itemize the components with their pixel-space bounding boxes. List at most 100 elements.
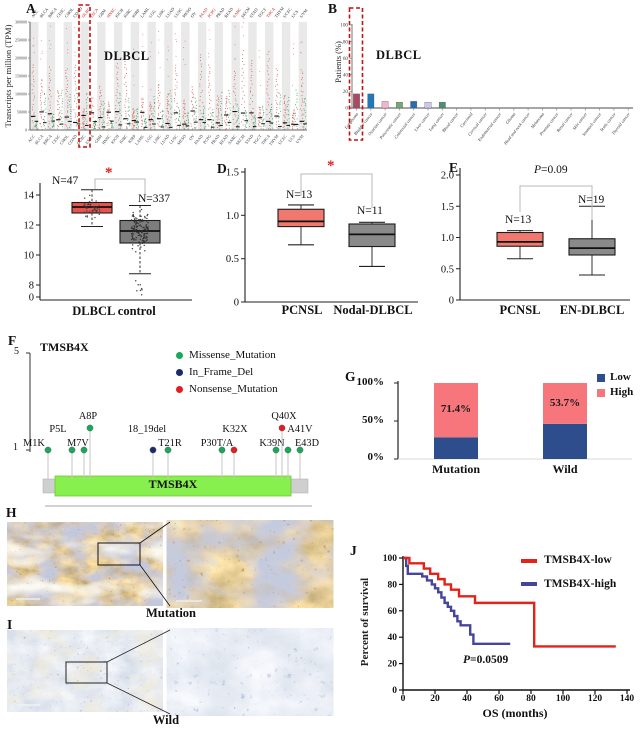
- svg-text:STAD: STAD: [248, 7, 258, 18]
- panel-g-ytick-100: 100%: [356, 376, 385, 388]
- svg-text:0.5: 0.5: [441, 264, 454, 275]
- svg-text:THCA: THCA: [265, 7, 276, 19]
- panel-j-survival-curves: 0 20 40 60 80 100 120 140 0 20 40 60 80 100: [383, 554, 635, 704]
- panel-j-p-value: P=0.0509: [463, 654, 509, 667]
- svg-text:UCEC: UCEC: [277, 133, 288, 145]
- panel-j-legend: TMSB4X-low TMSB4X-high: [521, 554, 616, 596]
- panel-d-significance-asterisk: *: [327, 158, 335, 174]
- svg-text:UCS: UCS: [290, 9, 299, 19]
- svg-text:PRAD: PRAD: [210, 134, 221, 146]
- ihc-mutation-inset-box: [97, 542, 141, 566]
- panel-e-p-number: =0.09: [541, 164, 568, 176]
- panel-d-n-pcnsl: N=13: [286, 189, 313, 201]
- legend-item-inframe: In_Frame_Del: [176, 367, 278, 378]
- svg-text:50000: 50000: [17, 109, 27, 114]
- svg-text:20: 20: [343, 89, 349, 95]
- panel-g-stacked-bars: [394, 381, 632, 460]
- svg-text:0: 0: [401, 694, 406, 704]
- svg-text:T21R: T21R: [158, 438, 182, 449]
- svg-text:40: 40: [343, 73, 349, 79]
- svg-text:OV: OV: [188, 134, 196, 142]
- legend-low-label: Low: [610, 371, 631, 383]
- panel-c-significance-asterisk: *: [105, 165, 113, 181]
- svg-text:TGCT: TGCT: [252, 133, 263, 145]
- svg-text:80: 80: [388, 580, 398, 590]
- svg-text:80: 80: [526, 694, 536, 704]
- svg-text:LGG: LGG: [144, 134, 153, 144]
- panel-c-boxplot: 14 12 10 80: [24, 178, 192, 304]
- svg-text:Q40X: Q40X: [271, 411, 297, 422]
- svg-text:0: 0: [449, 296, 454, 307]
- svg-text:250000: 250000: [15, 37, 27, 42]
- ihc-wild-connector-top: [106, 629, 171, 663]
- svg-text:CESC: CESC: [55, 7, 66, 18]
- tmsb4x-high-line-icon: [521, 582, 537, 587]
- svg-text:20: 20: [388, 660, 398, 670]
- svg-text:BRCA: BRCA: [47, 7, 58, 19]
- panel-g-ytick-50: 50%: [362, 414, 384, 426]
- svg-text:CESC: CESC: [51, 133, 62, 144]
- panel-a-expression-plot: 300000250000200000150000100000500000ACCA…: [15, 6, 309, 147]
- legend-item-tmsb4x-high: TMSB4X-high: [521, 578, 616, 591]
- legend-missense-label: Missense_Mutation: [189, 349, 276, 361]
- svg-text:THYM: THYM: [273, 6, 285, 19]
- svg-text:1.0: 1.0: [226, 211, 239, 222]
- dlbcl-highlight-box-panel-b: [348, 7, 364, 141]
- svg-text:18_19del: 18_19del: [128, 424, 166, 435]
- svg-text:80: 80: [343, 39, 349, 45]
- svg-text:THYM: THYM: [268, 133, 280, 146]
- svg-text:STAD: STAD: [244, 134, 254, 145]
- svg-text:LUSC: LUSC: [173, 7, 184, 19]
- svg-text:LIHC: LIHC: [156, 8, 166, 19]
- panel-f-axis-top-tick: 5: [14, 346, 19, 357]
- svg-text:UVM: UVM: [299, 8, 309, 19]
- svg-text:SKCM: SKCM: [240, 6, 251, 19]
- panel-f-legend: Missense_Mutation In_Frame_Del Nonsense_…: [176, 350, 278, 401]
- svg-text:CHOL: CHOL: [64, 6, 75, 18]
- svg-text:300000: 300000: [15, 19, 27, 24]
- svg-text:0: 0: [345, 106, 348, 112]
- legend-inframe-label: In_Frame_Del: [189, 366, 254, 378]
- panel-f-gene-title: TMSB4X: [40, 340, 89, 354]
- panel-g-bar2-label: Wild: [552, 462, 578, 476]
- svg-text:CHOL: CHOL: [59, 133, 70, 145]
- svg-text:Head and neck cancer: Head and neck cancer: [502, 111, 531, 146]
- panel-a-dlbcl-annotation: DLBCL: [104, 49, 150, 63]
- panel-c-n-control: N=337: [138, 193, 171, 205]
- panel-j-p-number: =0.0509: [470, 654, 509, 666]
- svg-text:14: 14: [24, 191, 35, 202]
- panel-a-label: A: [26, 1, 36, 16]
- legend-high-label: High: [610, 386, 634, 398]
- svg-text:LGG: LGG: [148, 9, 157, 19]
- svg-text:12: 12: [24, 221, 35, 232]
- inframe-dot-icon: [176, 369, 183, 376]
- svg-text:HNSC: HNSC: [101, 133, 112, 145]
- svg-text:ACC: ACC: [27, 133, 36, 143]
- svg-text:DLBC: DLBC: [80, 7, 91, 19]
- svg-text:LAML: LAML: [134, 133, 146, 146]
- svg-text:10: 10: [24, 251, 35, 262]
- panel-g-label: G: [345, 369, 356, 384]
- svg-text:TGCT: TGCT: [257, 7, 268, 19]
- svg-text:K39N: K39N: [259, 438, 285, 449]
- panel-e-n-pcnsl: N=13: [505, 214, 532, 226]
- svg-text:ESCA: ESCA: [89, 7, 100, 19]
- svg-text:DLBC: DLBC: [76, 133, 87, 145]
- panel-d-group2-label: Nodal-DLBCL: [333, 303, 413, 317]
- panel-f-label: F: [8, 333, 17, 348]
- panel-d-boxplot: 1.5 1.0 0.5 0: [226, 168, 418, 309]
- svg-text:E43D: E43D: [295, 438, 320, 449]
- panel-g-bar1-label: Mutation: [432, 462, 480, 476]
- legend-item-missense: Missense_Mutation: [176, 350, 278, 361]
- svg-text:P5L: P5L: [49, 424, 66, 435]
- svg-text:140: 140: [620, 694, 635, 704]
- svg-text:K32X: K32X: [222, 424, 248, 435]
- tmsb4x-low-line-icon: [521, 558, 537, 563]
- svg-text:60: 60: [494, 694, 504, 704]
- svg-text:KIRP: KIRP: [127, 133, 137, 144]
- panel-g-mutation-high-pct: 71.4%: [440, 403, 472, 415]
- svg-text:1.0: 1.0: [441, 233, 454, 244]
- legend-item-nonsense: Nonsense_Mutation: [176, 384, 278, 395]
- ihc-wild-inset-box: [65, 661, 108, 684]
